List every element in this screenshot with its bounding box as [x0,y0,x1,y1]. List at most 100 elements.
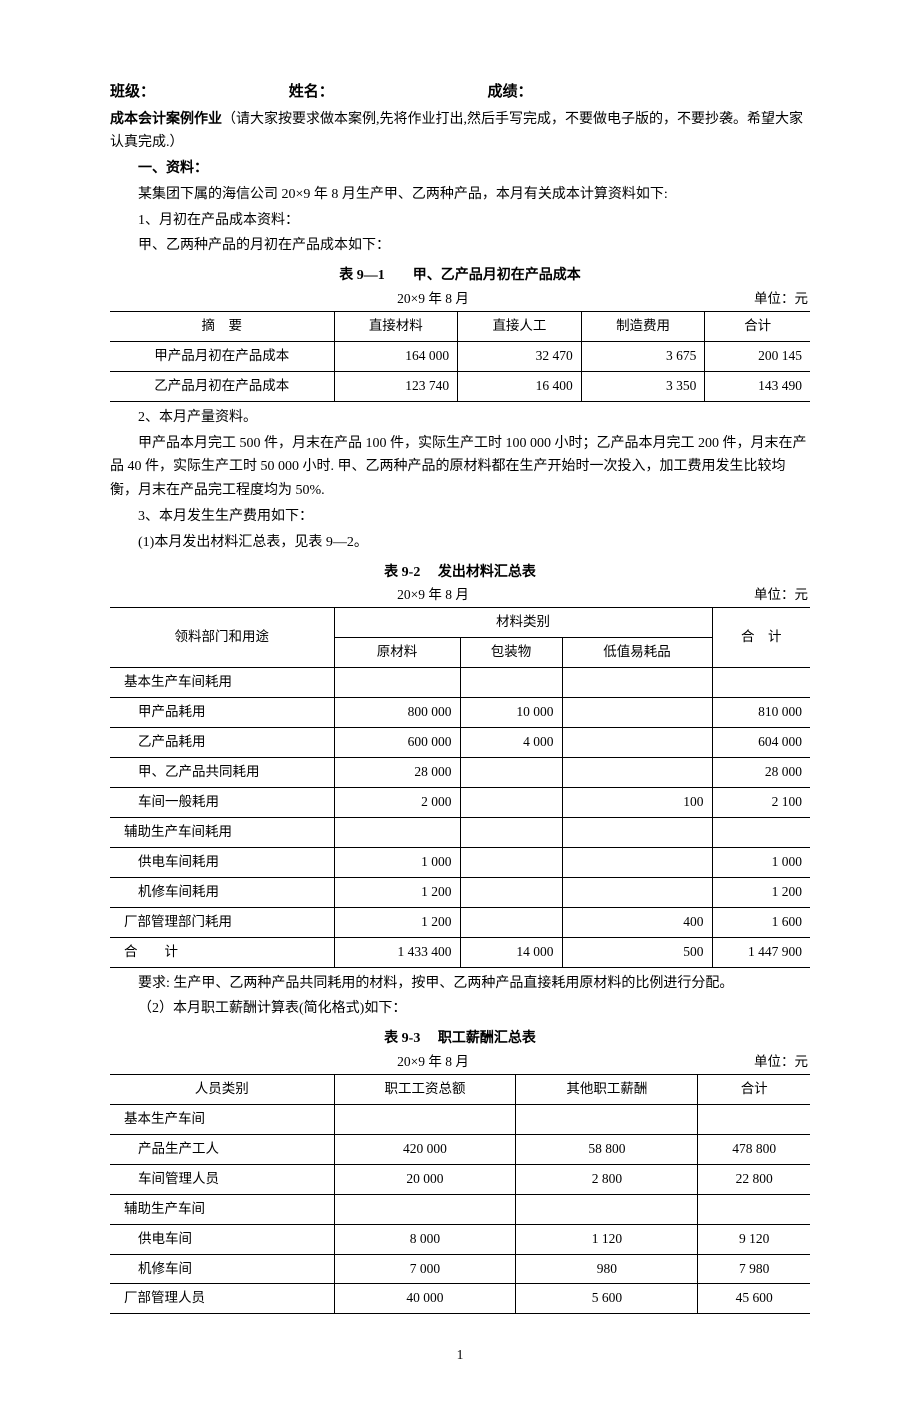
table-cell: 4 000 [460,728,562,758]
table-cell [460,907,562,937]
s3-p1: 3、本月发生生产费用如下： [110,505,810,529]
s2-p2: 甲产品本月完工 500 件，月末在产品 100 件，实际生产工时 100 000… [110,432,810,503]
t3-c2: 其他职工薪酬 [516,1074,698,1104]
s1-p1: 某集团下属的海信公司 20×9 年 8 月生产甲、乙两种产品，本月有关成本计算资… [110,183,810,207]
table-cell [334,817,460,847]
table2-title: 表 9-2 发出材料汇总表 [110,561,810,585]
table-cell: 22 800 [698,1164,810,1194]
page-number: 1 [110,1344,810,1367]
table-cell [562,877,712,907]
table3: 人员类别 职工工资总额 其他职工薪酬 合计 基本生产车间产品生产工人420 00… [110,1074,810,1315]
table-cell: 车间一般耗用 [110,787,334,817]
table-cell: 420 000 [334,1134,516,1164]
t2-c0: 原材料 [334,638,460,668]
table-cell: 45 600 [698,1284,810,1314]
table-cell: 5 600 [516,1284,698,1314]
t2-c1: 包装物 [460,638,562,668]
table-cell [460,817,562,847]
table-cell: 供电车间耗用 [110,847,334,877]
table-cell: 1 447 900 [712,937,810,967]
t1-r0c3: 3 675 [581,341,705,371]
table3-meta: 20×9 年 8 月单位：元 [110,1051,810,1074]
t2-h1: 领料部门和用途 [110,608,334,668]
table-cell [562,728,712,758]
table-cell: 机修车间 [110,1254,334,1284]
table1-meta: 20×9 年 8 月单位：元 [110,288,810,311]
table-cell [562,698,712,728]
t1-r0c2: 32 470 [458,341,582,371]
table-cell: 8 000 [334,1224,516,1254]
s2-p1: 2、本月产量资料。 [110,406,810,430]
t1-r1c2: 16 400 [458,371,582,401]
table-cell: 2 000 [334,787,460,817]
t2-h3: 合 计 [712,608,810,668]
table-cell: 辅助生产车间 [110,1194,334,1224]
table-cell: 810 000 [712,698,810,728]
table-cell: 58 800 [516,1134,698,1164]
table2: 领料部门和用途 材料类别 合 计 原材料 包装物 低值易耗品 基本生产车间耗用甲… [110,607,810,967]
table-cell [562,817,712,847]
table-cell: 478 800 [698,1134,810,1164]
table-cell: 604 000 [712,728,810,758]
table-cell: 400 [562,907,712,937]
table-cell: 1 000 [334,847,460,877]
t2-c2: 低值易耗品 [562,638,712,668]
table-cell: 甲产品耗用 [110,698,334,728]
table-cell: 辅助生产车间耗用 [110,817,334,847]
t2-h2: 材料类别 [334,608,712,638]
table-cell [334,1104,516,1134]
t1-c4: 合计 [705,312,810,342]
table-cell: 980 [516,1254,698,1284]
table-cell: 1 200 [334,877,460,907]
table-cell: 基本生产车间耗用 [110,668,334,698]
table2-date: 20×9 年 8 月 [112,584,754,607]
table-cell: 供电车间 [110,1224,334,1254]
t1-r1c3: 3 350 [581,371,705,401]
table3-unit: 单位：元 [754,1051,808,1074]
table-cell [460,877,562,907]
doc-title-line: 成本会计案例作业（请大家按要求做本案例,先将作业打出,然后手写完成，不要做电子版… [110,108,810,156]
t1-c3: 制造费用 [581,312,705,342]
table-cell: 1 433 400 [334,937,460,967]
table-cell: 10 000 [460,698,562,728]
table-cell: 厂部管理部门耗用 [110,907,334,937]
t1-r1c4: 143 490 [705,371,810,401]
table3-title: 表 9-3 职工薪酬汇总表 [110,1027,810,1051]
table-cell: 1 600 [712,907,810,937]
table-cell [712,817,810,847]
table-cell: 800 000 [334,698,460,728]
table1: 摘 要 直接材料 直接人工 制造费用 合计 甲产品月初在产品成本 164 000… [110,311,810,402]
table1-unit: 单位：元 [754,288,808,311]
table-cell: 1 120 [516,1224,698,1254]
t1-c0: 摘 要 [110,312,334,342]
t3-c0: 人员类别 [110,1074,334,1104]
table-cell: 车间管理人员 [110,1164,334,1194]
table-cell: 1 200 [712,877,810,907]
table-cell: 7 980 [698,1254,810,1284]
doc-title: 成本会计案例作业 [110,112,222,127]
table-cell [460,758,562,788]
table-cell: 乙产品耗用 [110,728,334,758]
t1-r0c4: 200 145 [705,341,810,371]
table-cell: 28 000 [334,758,460,788]
table-cell [460,668,562,698]
t1-c1: 直接材料 [334,312,458,342]
table-cell: 产品生产工人 [110,1134,334,1164]
table-cell [460,847,562,877]
table-cell: 机修车间耗用 [110,877,334,907]
table-cell: 20 000 [334,1164,516,1194]
table-cell: 500 [562,937,712,967]
section-1-head: 一、资料： [110,157,810,181]
s1-p3: 甲、乙两种产品的月初在产品成本如下： [110,234,810,258]
table-cell: 7 000 [334,1254,516,1284]
table-cell [516,1104,698,1134]
table-cell [562,668,712,698]
table-cell [562,758,712,788]
table-cell [516,1194,698,1224]
table-cell: 1 200 [334,907,460,937]
table-cell: 2 100 [712,787,810,817]
table-cell: 100 [562,787,712,817]
score-label: 成绩： [488,84,533,100]
table-cell: 9 120 [698,1224,810,1254]
table-cell: 600 000 [334,728,460,758]
